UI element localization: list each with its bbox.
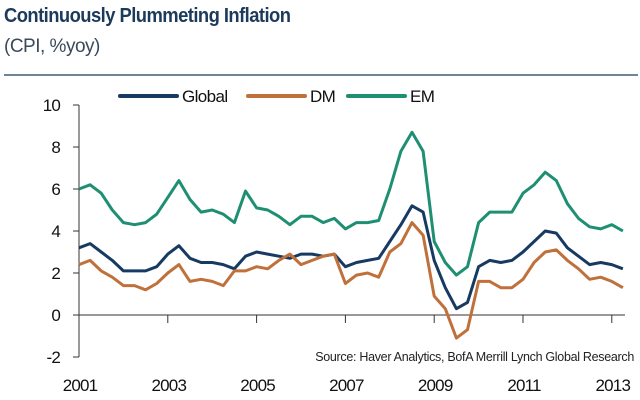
series-line-em <box>78 130 624 277</box>
legend: Global DM EM <box>118 87 435 106</box>
y-tick-label: 2 <box>51 264 60 283</box>
x-tick-label: 2013 <box>595 376 630 395</box>
y-tick-label: 0 <box>51 306 60 325</box>
axes: -2 0 2 4 6 8 10 2001 2003 2005 2007 2009 2011 2013 <box>43 96 632 395</box>
y-tick-label: 10 <box>43 96 61 115</box>
y-tick-label: 4 <box>51 222 60 241</box>
series-lines <box>78 130 624 340</box>
x-tick-label: 2001 <box>63 376 98 395</box>
legend-label-em: EM <box>410 87 434 106</box>
series-line-dm <box>78 221 624 340</box>
x-tick-label: 2005 <box>240 376 275 395</box>
x-tick-label: 2003 <box>151 376 186 395</box>
x-tick-label: 2011 <box>507 376 541 395</box>
source-note: Source: Haver Analytics, BofA Merrill Ly… <box>315 350 634 364</box>
x-tick-label: 2007 <box>329 376 364 395</box>
series-line-global <box>78 204 624 311</box>
title-divider <box>4 74 638 76</box>
chart-title: Continuously Plummeting Inflation <box>4 5 291 27</box>
legend-label-dm: DM <box>310 87 335 106</box>
y-tick-label: 8 <box>51 138 60 157</box>
chart-subtitle: (CPI, %yoy) <box>4 36 100 57</box>
y-tick-label: 6 <box>51 180 60 199</box>
y-tick-label: -2 <box>46 348 60 367</box>
x-tick-label: 2009 <box>418 376 453 395</box>
legend-label-global: Global <box>182 87 228 106</box>
